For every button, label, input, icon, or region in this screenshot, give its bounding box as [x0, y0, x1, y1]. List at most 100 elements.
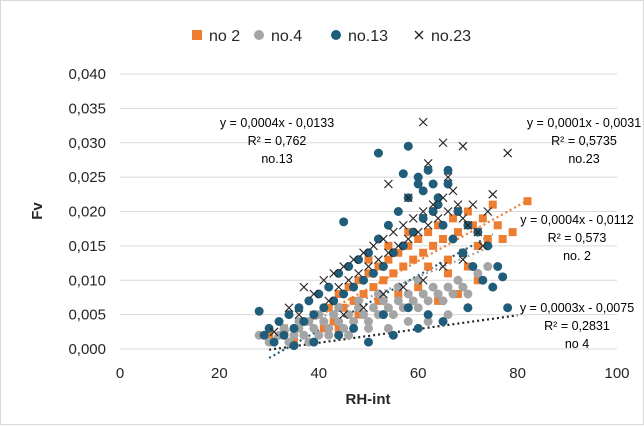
point-no2 [319, 324, 328, 333]
point-no23 [418, 117, 428, 127]
point-no13 [443, 179, 453, 189]
point-no23 [423, 220, 433, 230]
point-no23 [438, 262, 448, 271]
data-points [254, 117, 532, 351]
y-tick-label: 0,000 [68, 341, 106, 358]
point-no4 [334, 317, 344, 326]
point-no4 [483, 262, 493, 271]
point-no23 [413, 227, 423, 237]
y-axis-title: Fv [29, 202, 46, 220]
point-no23 [458, 255, 468, 265]
trend-r2: R² = 0,573 [548, 231, 607, 245]
point-no13 [339, 217, 349, 227]
point-no23 [339, 262, 349, 271]
point-no23 [443, 172, 453, 182]
point-no2 [424, 228, 433, 237]
legend-marker [414, 30, 424, 40]
point-no2 [354, 310, 363, 319]
point-no13 [393, 207, 403, 216]
point-no2 [498, 235, 507, 243]
point-no2 [483, 235, 492, 243]
point-no13 [339, 289, 349, 299]
point-no13 [428, 207, 438, 216]
point-no2 [404, 241, 413, 250]
point-no13 [254, 306, 264, 316]
trend-label: no.23 [568, 152, 599, 166]
trend-equation: y = 0,0004x - 0,0112 [520, 213, 633, 227]
point-no4 [309, 323, 319, 333]
point-no13 [349, 323, 359, 333]
point-no4 [378, 296, 388, 306]
x-tick-label: 80 [509, 365, 526, 382]
point-no23 [423, 158, 433, 168]
point-no4 [383, 303, 393, 313]
point-no13 [329, 296, 339, 306]
point-no23 [388, 227, 398, 237]
point-no23 [344, 275, 354, 285]
point-no2 [374, 262, 383, 271]
point-no13 [388, 248, 398, 258]
point-no13 [388, 330, 398, 340]
point-no13 [503, 303, 513, 313]
point-no4 [349, 317, 359, 326]
point-no23 [393, 241, 403, 251]
point-no4 [359, 310, 369, 320]
point-no2 [379, 276, 388, 285]
point-no4 [458, 282, 468, 292]
gridlines [120, 73, 617, 350]
legend: no 2 no.4 no.13 no.23 [192, 28, 471, 45]
x-tick-label: 40 [310, 365, 327, 382]
y-tick-label: 0,040 [68, 66, 106, 83]
point-no13 [463, 303, 473, 313]
point-no23 [309, 289, 319, 299]
point-no23 [483, 207, 493, 216]
point-no2 [384, 241, 393, 250]
point-no4 [403, 317, 413, 326]
point-no2 [354, 276, 363, 285]
trend-equation: y = 0,0001x - 0,0031 [527, 116, 641, 130]
point-no13 [279, 330, 289, 340]
point-no13 [314, 289, 324, 299]
point-no4 [393, 282, 403, 292]
point-no2 [364, 255, 373, 264]
point-no2 [473, 241, 482, 250]
point-no4 [413, 275, 423, 285]
point-no23 [374, 255, 383, 265]
point-no2 [439, 235, 448, 243]
point-no2 [394, 248, 403, 257]
point-no4 [319, 317, 329, 326]
point-no13 [344, 262, 354, 271]
point-no4 [418, 289, 428, 299]
point-no23 [299, 282, 309, 292]
point-no2 [453, 290, 462, 298]
point-no2 [419, 248, 428, 257]
point-no13 [378, 262, 388, 271]
point-no4 [314, 330, 324, 340]
point-no23 [438, 193, 448, 203]
point-no4 [403, 289, 413, 299]
point-no23 [503, 148, 513, 158]
point-no23 [428, 200, 438, 210]
point-no2 [508, 228, 517, 237]
legend-label: no.13 [348, 28, 388, 45]
point-no23 [349, 255, 359, 265]
point-no2 [409, 255, 418, 264]
point-no23 [354, 268, 363, 278]
point-no23 [403, 234, 413, 244]
point-no4 [364, 323, 373, 333]
point-no23 [463, 220, 473, 230]
y-tick-label: 0,030 [68, 135, 106, 152]
point-no13 [324, 282, 334, 292]
point-no23 [478, 241, 488, 251]
point-no13 [498, 272, 508, 282]
point-no4 [334, 303, 344, 313]
point-no23 [458, 213, 468, 223]
legend-label: no 2 [209, 28, 240, 45]
point-no2 [399, 262, 408, 271]
point-no13 [423, 165, 433, 175]
point-no13 [403, 141, 413, 151]
point-no23 [458, 141, 468, 151]
point-no2 [324, 303, 333, 312]
trendline-annotations: y = 0,0004x - 0,0133 R² = 0,762 no.13 y = 0… [220, 116, 641, 351]
